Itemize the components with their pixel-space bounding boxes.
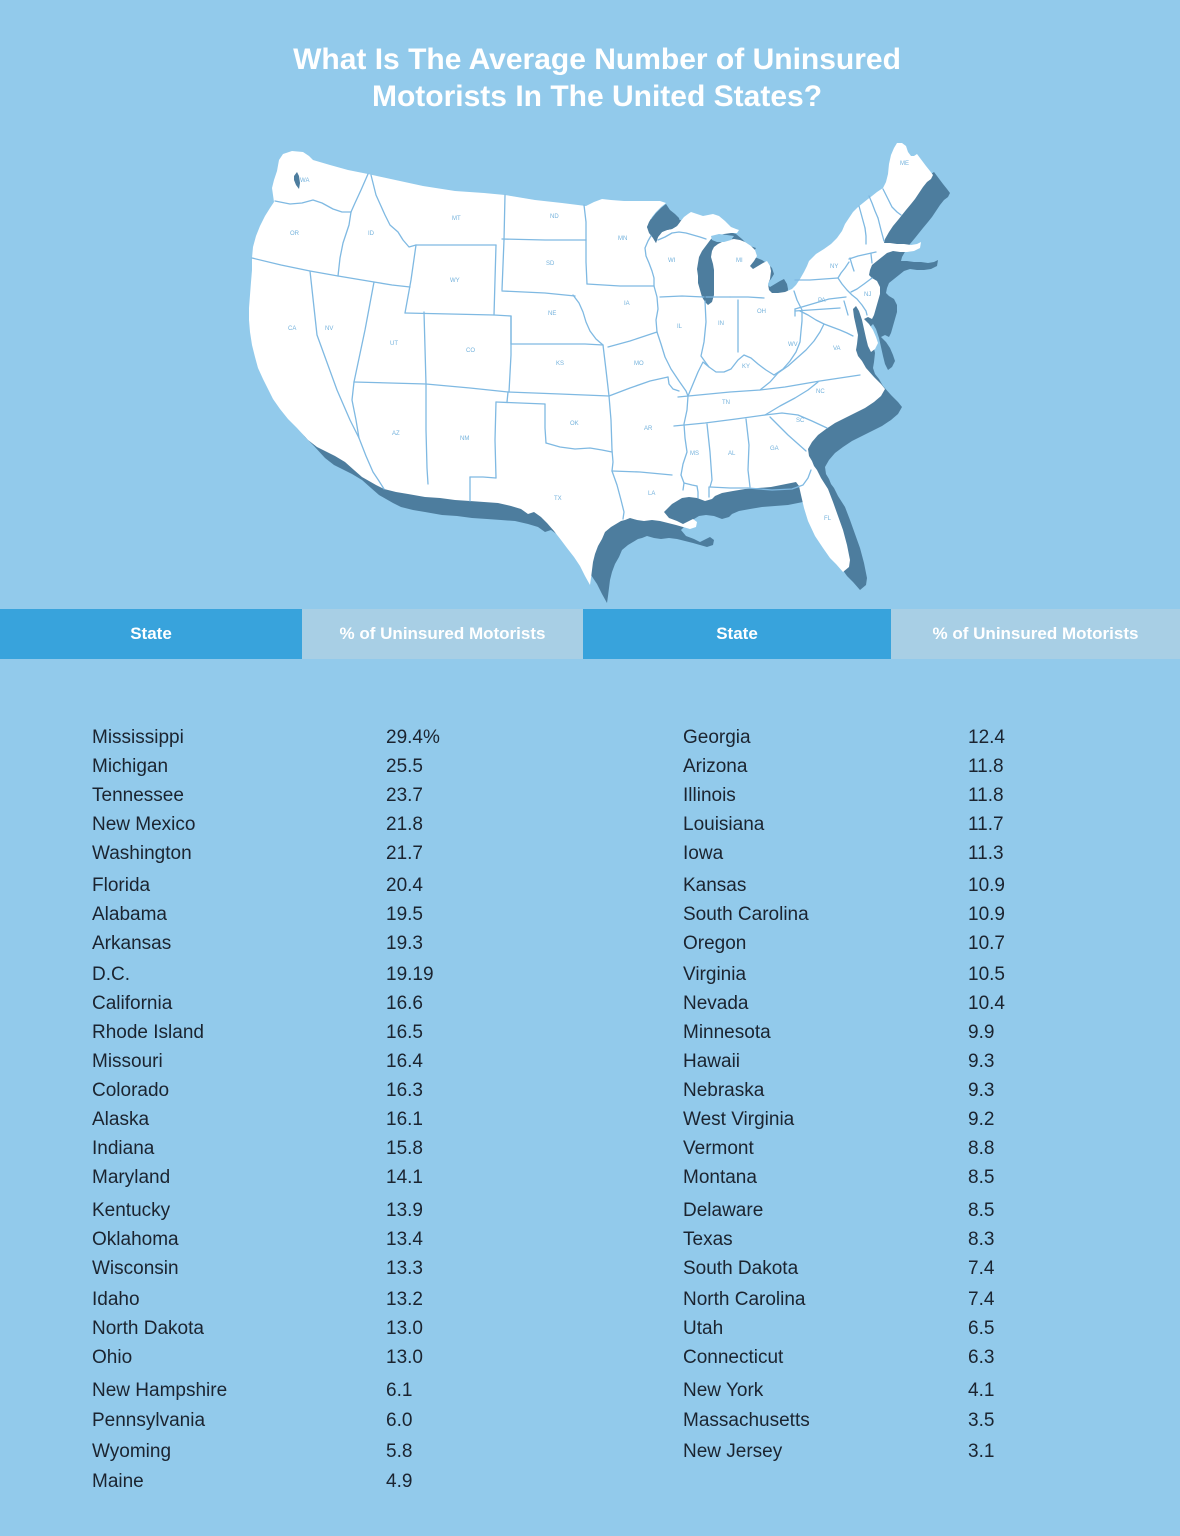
svg-text:TX: TX	[554, 496, 562, 502]
svg-text:ND: ND	[550, 214, 559, 220]
svg-text:WV: WV	[788, 342, 798, 348]
svg-text:NC: NC	[816, 389, 825, 395]
svg-text:OK: OK	[570, 421, 579, 427]
svg-text:CO: CO	[466, 348, 475, 354]
svg-text:WY: WY	[450, 278, 460, 284]
svg-text:MO: MO	[634, 361, 644, 367]
svg-text:IL: IL	[677, 324, 683, 330]
svg-text:SD: SD	[546, 261, 555, 267]
svg-text:MS: MS	[690, 451, 699, 457]
svg-text:NJ: NJ	[864, 292, 871, 298]
svg-text:WA: WA	[300, 178, 309, 184]
svg-text:NY: NY	[830, 264, 838, 270]
svg-text:UT: UT	[390, 341, 398, 347]
svg-text:NM: NM	[460, 436, 469, 442]
svg-text:LA: LA	[648, 491, 655, 497]
svg-text:GA: GA	[770, 446, 779, 452]
svg-text:KS: KS	[556, 361, 564, 367]
svg-text:IN: IN	[718, 321, 724, 327]
svg-text:NE: NE	[548, 311, 556, 317]
svg-text:AZ: AZ	[392, 431, 400, 437]
svg-text:AR: AR	[644, 426, 653, 432]
svg-text:IA: IA	[624, 301, 630, 307]
svg-text:AL: AL	[728, 451, 736, 457]
svg-text:ME: ME	[900, 161, 909, 167]
svg-text:TN: TN	[722, 400, 730, 406]
svg-text:SC: SC	[796, 418, 805, 424]
svg-text:MI: MI	[736, 258, 743, 264]
svg-text:WI: WI	[668, 258, 676, 264]
svg-text:MT: MT	[452, 216, 461, 222]
svg-text:PA: PA	[818, 298, 826, 304]
svg-text:OR: OR	[290, 231, 300, 237]
svg-text:KY: KY	[742, 364, 750, 370]
svg-text:CA: CA	[288, 326, 296, 332]
svg-text:NV: NV	[325, 326, 333, 332]
svg-text:MN: MN	[618, 236, 627, 242]
svg-text:VA: VA	[833, 346, 841, 352]
svg-text:OH: OH	[757, 309, 766, 315]
svg-text:FL: FL	[824, 516, 832, 522]
svg-text:ID: ID	[368, 231, 375, 237]
